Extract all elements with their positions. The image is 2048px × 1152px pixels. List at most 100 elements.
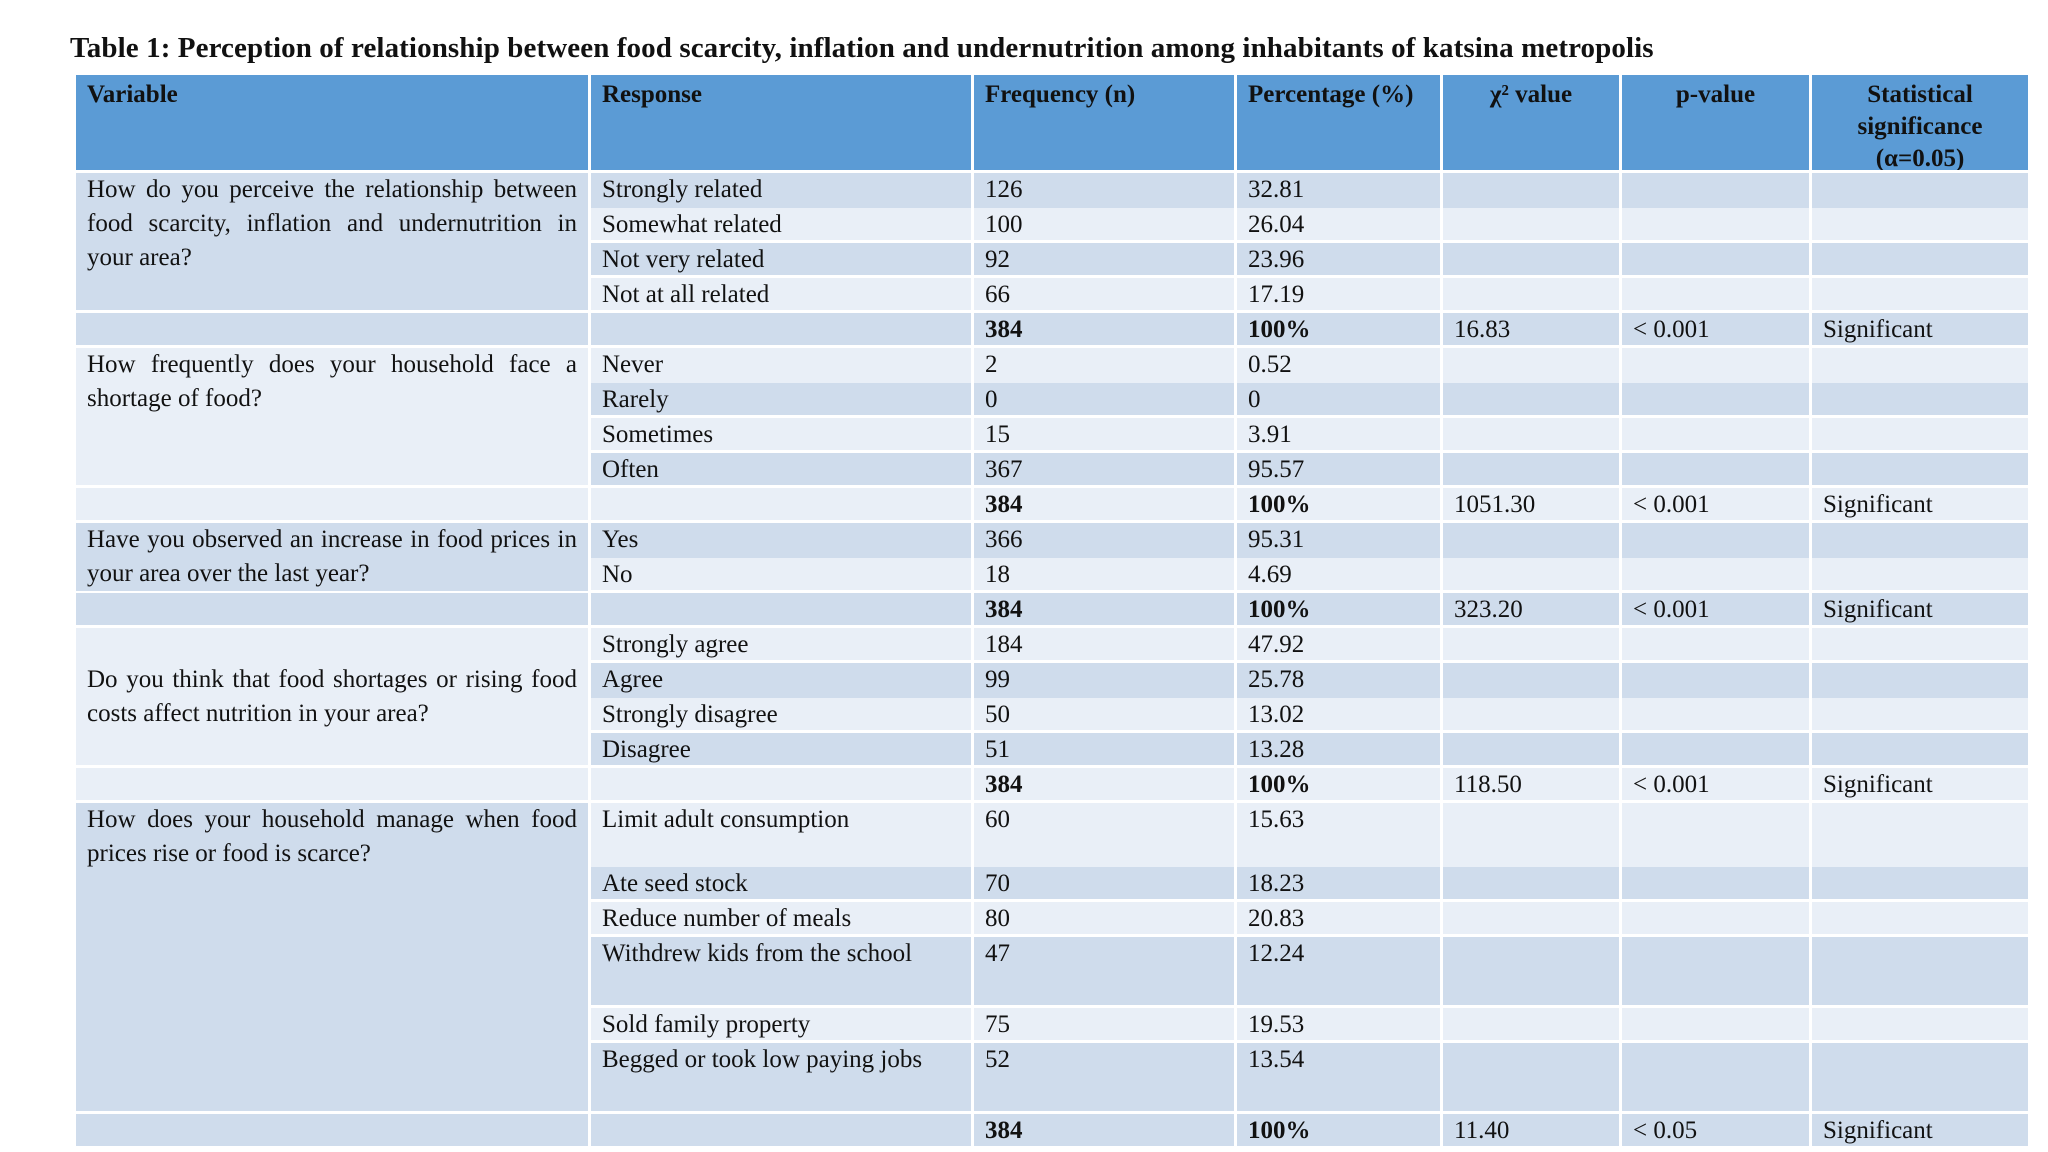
table-header-row: Variable Response Frequency (n) Percenta… xyxy=(76,75,2028,173)
table-cell xyxy=(591,313,974,348)
column-header: Frequency (n) xyxy=(974,75,1237,173)
table-cell: 16.83 xyxy=(1443,313,1622,348)
table-cell xyxy=(76,867,591,902)
table-cell: 70 xyxy=(974,867,1237,902)
table-cell: 20.83 xyxy=(1237,902,1443,937)
table-cell xyxy=(76,593,591,628)
table-cell: 50 xyxy=(974,698,1237,733)
table-cell: 0 xyxy=(974,383,1237,418)
table-cell xyxy=(591,593,974,628)
table-cell: 75 xyxy=(974,1008,1237,1043)
table-title: Table 1: Perception of relationship betw… xyxy=(70,32,1654,64)
table-cell xyxy=(1443,208,1622,243)
table-cell xyxy=(591,1114,974,1149)
table-cell xyxy=(1622,453,1812,488)
table-cell: 13.54 xyxy=(1237,1043,1443,1114)
table-cell xyxy=(1443,733,1622,768)
table-row: Disagree 51 13.28 xyxy=(76,733,2028,768)
column-header: χ² value xyxy=(1443,75,1622,173)
table-cell: 1051.30 xyxy=(1443,488,1622,523)
table-cell xyxy=(76,1043,591,1114)
table-cell: Disagree xyxy=(591,733,974,768)
table-cell: Withdrew kids from the school xyxy=(591,937,974,1008)
table-cell: Sometimes xyxy=(591,418,974,453)
table-cell: 384 xyxy=(974,768,1237,803)
table-row: How do you perceive the relationship bet… xyxy=(76,173,2028,275)
table-cell xyxy=(1812,558,2028,593)
table-cell xyxy=(1443,243,1622,278)
table-cell: Limit adult consumption xyxy=(591,803,974,871)
table-cell xyxy=(1622,733,1812,768)
column-header: Variable xyxy=(76,75,591,173)
table-row: Strongly agree 184 47.92 xyxy=(76,628,2028,663)
table-cell xyxy=(1812,803,2028,871)
table-cell xyxy=(591,488,974,523)
table-cell xyxy=(1622,803,1812,871)
table-cell xyxy=(1622,243,1812,278)
table-cell xyxy=(1622,902,1812,937)
total-row: 384 100% 118.50 < 0.001 Significant xyxy=(76,768,2028,803)
table-cell: How does your household manage when food… xyxy=(76,803,591,871)
table-cell xyxy=(1622,1043,1812,1114)
table-row: Sold family property 75 19.53 xyxy=(76,1008,2028,1043)
table-cell xyxy=(1443,867,1622,902)
table-cell xyxy=(1443,453,1622,488)
table-cell: 23.96 xyxy=(1237,243,1443,278)
table-cell: Do you think that food shortages or risi… xyxy=(76,663,591,731)
table-cell: < 0.001 xyxy=(1622,488,1812,523)
table-cell xyxy=(76,1008,591,1043)
table-cell: 100% xyxy=(1237,313,1443,348)
table-cell: 13.28 xyxy=(1237,733,1443,768)
table-cell: 19.53 xyxy=(1237,1008,1443,1043)
table-cell xyxy=(76,937,591,1008)
table-row: Sometimes 15 3.91 xyxy=(76,418,2028,453)
table-cell xyxy=(76,902,591,937)
table-cell xyxy=(76,733,591,768)
table-cell xyxy=(1812,383,2028,418)
table-cell xyxy=(1443,628,1622,663)
table-cell xyxy=(1812,902,2028,937)
table-cell xyxy=(1443,698,1622,733)
table-cell: 18 xyxy=(974,558,1237,593)
table-cell: Significant xyxy=(1812,768,2028,803)
table-cell: 13.02 xyxy=(1237,698,1443,733)
table-cell xyxy=(1443,278,1622,313)
table-cell xyxy=(76,1114,591,1149)
table-cell: < 0.05 xyxy=(1622,1114,1812,1149)
table-row: Often 367 95.57 xyxy=(76,453,2028,488)
table-cell: Often xyxy=(591,453,974,488)
table-cell: 367 xyxy=(974,453,1237,488)
table-cell: 184 xyxy=(974,628,1237,663)
table-cell xyxy=(76,488,591,523)
table-cell: 100% xyxy=(1237,1114,1443,1149)
table-cell xyxy=(1812,243,2028,278)
table-row: Ate seed stock 70 18.23 xyxy=(76,867,2028,902)
table-cell xyxy=(1622,558,1812,593)
table-row: Do you think that food shortages or risi… xyxy=(76,663,2028,731)
table-cell: Significant xyxy=(1812,1114,2028,1149)
table-cell xyxy=(1622,418,1812,453)
column-header: Percentage (%) xyxy=(1237,75,1443,173)
table-row: Have you observed an increase in food pr… xyxy=(76,523,2028,591)
table-cell xyxy=(1443,1008,1622,1043)
table-cell: 100% xyxy=(1237,768,1443,803)
total-row: 384 100% 1051.30 < 0.001 Significant xyxy=(76,488,2028,523)
table-cell: 17.19 xyxy=(1237,278,1443,313)
table-cell xyxy=(76,768,591,803)
table-cell: 15.63 xyxy=(1237,803,1443,871)
table-cell: 100% xyxy=(1237,593,1443,628)
table-cell: How do you perceive the relationship bet… xyxy=(76,173,591,275)
table-cell xyxy=(1622,1008,1812,1043)
table-cell: Begged or took low paying jobs xyxy=(591,1043,974,1114)
table-cell: 47 xyxy=(974,937,1237,1008)
table-row: Begged or took low paying jobs 52 13.54 xyxy=(76,1043,2028,1114)
table-cell: 52 xyxy=(974,1043,1237,1114)
table-cell xyxy=(1622,867,1812,902)
table-cell: Ate seed stock xyxy=(591,867,974,902)
column-header: Response xyxy=(591,75,974,173)
table-cell xyxy=(76,453,591,488)
data-table: Variable Response Frequency (n) Percenta… xyxy=(76,75,2028,1149)
table-cell: Sold family property xyxy=(591,1008,974,1043)
table-cell: How frequently does your household face … xyxy=(76,348,591,416)
table-cell: 0 xyxy=(1237,383,1443,418)
